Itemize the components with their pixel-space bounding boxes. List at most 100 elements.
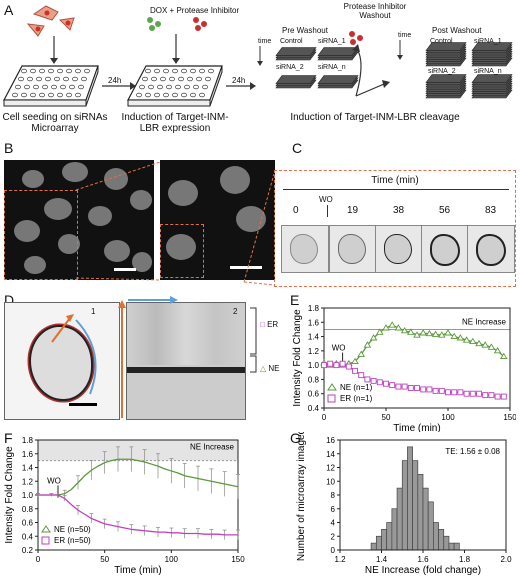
legend-ne-marker xyxy=(327,383,337,391)
well xyxy=(29,68,36,74)
image-stack-slice xyxy=(425,42,467,51)
histogram-bar xyxy=(422,487,429,551)
ne-point xyxy=(376,328,384,335)
x-tick-label: 150 xyxy=(231,555,245,564)
well xyxy=(17,76,24,82)
x-tick-label: 150 xyxy=(503,413,516,422)
er-point xyxy=(488,392,495,399)
well xyxy=(33,84,40,90)
well xyxy=(198,92,205,98)
well xyxy=(39,68,46,74)
well xyxy=(69,84,76,90)
y-tick-label: 0.4 xyxy=(22,532,34,541)
x-axis-label: Time (min) xyxy=(393,423,440,432)
image-stack-slice xyxy=(275,47,317,56)
histogram-bar xyxy=(407,446,413,551)
well xyxy=(204,76,211,82)
y-tick-label: 1.6 xyxy=(22,450,34,459)
time-0: 0 xyxy=(293,205,299,216)
histogram-bar xyxy=(412,460,419,551)
post-washout-stacks xyxy=(425,42,513,99)
histogram-bar xyxy=(453,542,460,551)
well xyxy=(135,92,142,98)
histogram-bar xyxy=(401,460,408,551)
well xyxy=(51,84,58,90)
well xyxy=(141,76,148,82)
image-stack-slice xyxy=(317,47,359,56)
well xyxy=(54,76,61,82)
x-tick-label: 50 xyxy=(100,555,109,564)
image-stack-slice xyxy=(425,74,467,83)
ne-point xyxy=(444,329,452,336)
histogram-bar xyxy=(391,508,398,551)
well xyxy=(66,92,73,98)
y-tick-label: 0.2 xyxy=(22,546,34,555)
er-point xyxy=(370,377,377,384)
well xyxy=(156,84,163,90)
y-tick-label: 1.2 xyxy=(308,347,320,356)
pre-control-label: Control xyxy=(280,38,303,45)
wo-annotation: WO xyxy=(47,477,61,486)
legend-entry: NE (n=1) xyxy=(340,383,373,392)
er-point xyxy=(414,385,420,391)
pre-sirna2-label: siRNA_2 xyxy=(276,64,304,71)
histogram-bar xyxy=(438,529,445,551)
micrograph-d1: 1 xyxy=(4,302,120,420)
microarray-plate-1 xyxy=(3,65,99,107)
y-axis-label: Intensity Fold Change xyxy=(292,309,303,407)
post-control-label: Control xyxy=(430,38,453,45)
er-point xyxy=(482,392,489,399)
well xyxy=(81,76,88,82)
well xyxy=(63,76,70,82)
er-point xyxy=(376,379,383,386)
x-tick-label: 2.0 xyxy=(500,555,512,564)
ne-point xyxy=(469,337,477,345)
time-24h-1: 24h xyxy=(108,76,122,85)
ne-point xyxy=(475,339,483,347)
well xyxy=(23,84,30,90)
timelapse-title: Time (min) xyxy=(371,175,419,186)
well xyxy=(153,68,160,74)
well xyxy=(20,92,27,98)
er-point xyxy=(389,382,396,389)
chart-f: 0 50 100 150 0.2 0.4 0.6 0.8 1.0 1.2 1.4 1.6 1.8 Time… xyxy=(4,436,245,576)
well xyxy=(198,68,205,74)
image-stack-slice xyxy=(275,75,317,84)
protease-inhibitor-icon xyxy=(193,17,207,31)
ne-point xyxy=(382,324,390,331)
ne-point xyxy=(456,334,465,341)
well xyxy=(84,68,91,74)
er-point xyxy=(327,360,334,367)
y-tick-label: 0.8 xyxy=(22,505,34,514)
ne-point xyxy=(462,336,471,343)
histogram-bar xyxy=(448,542,455,551)
caption-seeding: Cell seeding on siRNAs Microarray xyxy=(2,112,108,134)
y-tick-label: 1.4 xyxy=(22,464,34,473)
well xyxy=(11,92,18,98)
ne-series-line xyxy=(38,458,239,496)
ne-point xyxy=(400,326,409,334)
pre-sirna1-label: siRNA_1 xyxy=(318,38,346,45)
ne-point xyxy=(481,341,489,348)
legend-entry: ER (n=50) xyxy=(54,536,91,545)
panel-label-f: F xyxy=(4,430,13,446)
well xyxy=(153,92,160,98)
well xyxy=(192,84,199,90)
ne-point xyxy=(450,332,458,340)
frame-56 xyxy=(421,225,469,273)
legend-er-marker xyxy=(327,394,336,403)
panel-label-c: C xyxy=(292,140,303,156)
well xyxy=(72,76,79,82)
y-tick-label: 16 xyxy=(326,436,335,445)
ne-increase-annotation: NE Increase xyxy=(190,443,235,452)
ne-increase-annotation: NE Increase xyxy=(462,317,507,326)
caption-cleavage: Induction of Target-INM-LBR cleavage xyxy=(290,112,460,123)
y-tick-label: 8 xyxy=(331,491,336,500)
y-tick-label: 0 xyxy=(331,546,336,555)
pre-washout-label: Pre Washout xyxy=(282,26,328,35)
pre-washout-stacks xyxy=(275,47,359,89)
legend-entry: NE (n=50) xyxy=(54,525,91,534)
er-point xyxy=(358,372,365,379)
histogram-bar xyxy=(427,501,434,551)
er-point xyxy=(445,389,451,396)
